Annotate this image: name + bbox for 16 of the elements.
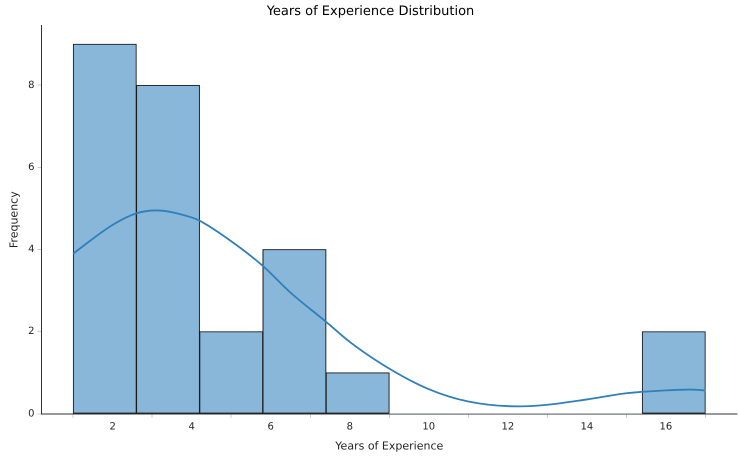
x-tick-label: 10 — [422, 421, 436, 432]
chart-title: Years of Experience Distribution — [266, 4, 474, 20]
x-tick-label: 16 — [660, 421, 672, 432]
x-axis-title: Years of Experience — [334, 439, 444, 452]
x-tick-label: 6 — [268, 421, 274, 432]
x-tick-label: 2 — [110, 421, 116, 432]
x-tick-label: 8 — [346, 421, 353, 432]
y-axis-title: Frequency — [7, 190, 20, 248]
y-tick-label: 6 — [28, 162, 35, 173]
y-tick-label: 0 — [28, 408, 35, 420]
y-tick-label: 8 — [28, 80, 35, 91]
x-tick-label: 4 — [188, 421, 195, 432]
y-tick-label: 4 — [28, 244, 35, 256]
y-tick-label: 2 — [28, 326, 35, 338]
x-tick-label: 12 — [501, 421, 514, 432]
x-tick-label: 14 — [580, 421, 594, 432]
